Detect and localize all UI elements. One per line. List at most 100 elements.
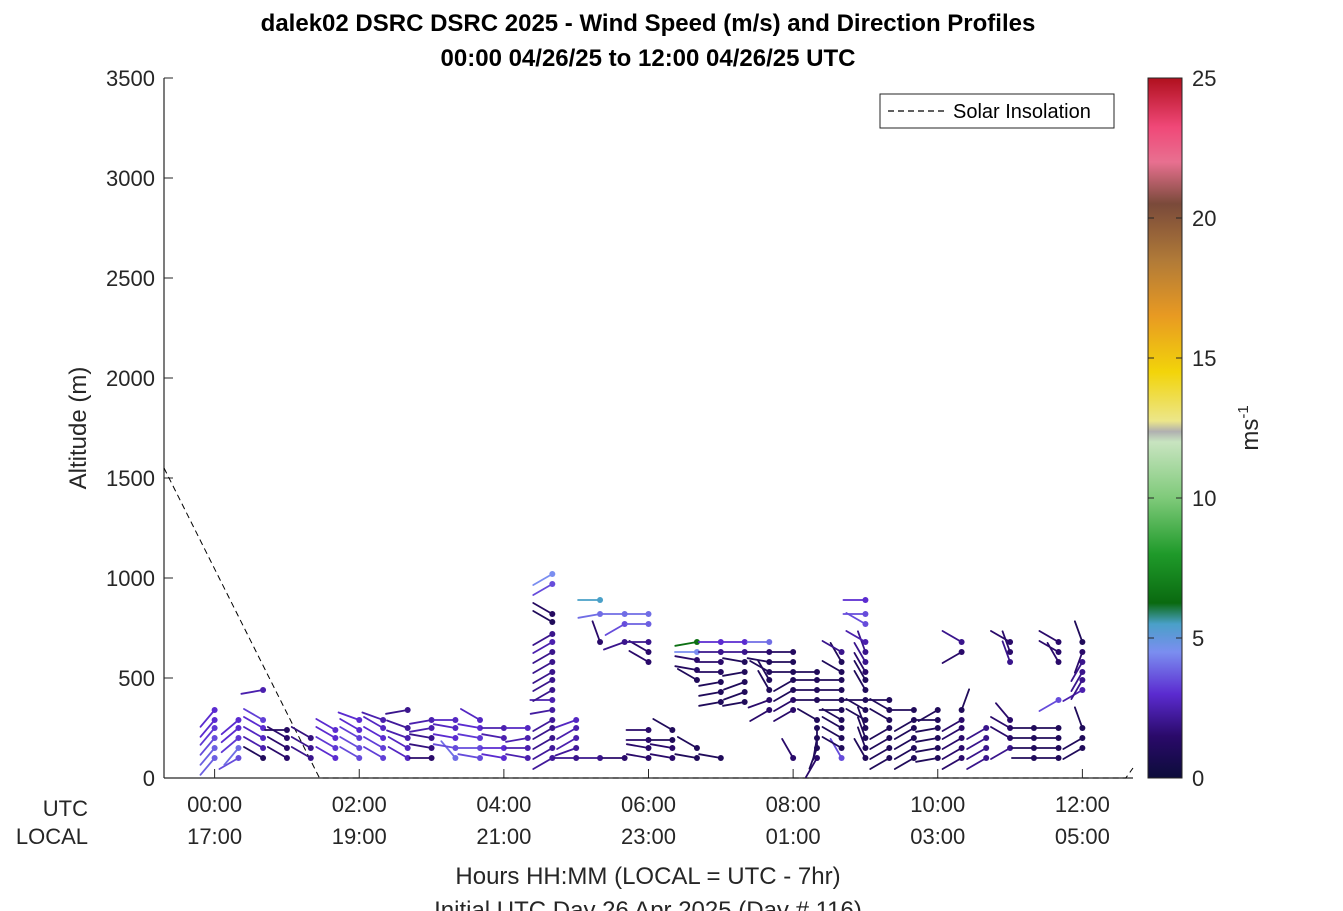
wind-barb-point — [549, 687, 556, 693]
y-tick-label: 3500 — [106, 66, 155, 91]
legend-entry: Solar Insolation — [953, 101, 1091, 123]
wind-barb-stick — [893, 757, 915, 770]
wind-barb-stick — [722, 701, 746, 707]
wind-barb-stick — [625, 743, 650, 749]
colorbar-gradient — [1147, 77, 1183, 779]
wind-barb-point — [813, 677, 820, 683]
wind-barb-point — [621, 621, 628, 627]
y-tick-label: 3000 — [106, 166, 155, 191]
wind-barb-stick — [604, 623, 626, 636]
colorbar-label: ms-1 — [1235, 405, 1264, 450]
wind-barb-stick — [698, 691, 722, 697]
x-tick-label-utc: 08:00 — [766, 792, 821, 817]
wind-barb-stick — [363, 746, 385, 759]
wind-barb-point — [669, 755, 676, 761]
x-tick-label-local: 17:00 — [187, 824, 242, 849]
wind-barb-point — [862, 659, 869, 665]
wind-barb-stick — [857, 716, 867, 739]
wind-barb-point — [235, 717, 242, 723]
wind-barb-stick — [386, 729, 409, 739]
wind-barb-stick — [220, 727, 240, 744]
wind-barb-point — [838, 725, 845, 731]
wind-barb-point — [621, 611, 628, 617]
wind-barb-point — [356, 755, 363, 761]
wind-barb-stick — [722, 657, 746, 663]
wind-barb-point — [500, 735, 507, 741]
wind-barb-point — [838, 669, 845, 675]
wind-barb-stick — [440, 740, 457, 759]
wind-barb-point — [693, 649, 700, 655]
wind-barb-point — [260, 717, 267, 723]
y-tick-label: 2000 — [106, 366, 155, 391]
x-tick-label-utc: 04:00 — [476, 792, 531, 817]
wind-barb-point — [693, 639, 700, 645]
wind-barb-point — [452, 717, 459, 723]
wind-barb-point — [1007, 725, 1014, 731]
wind-barb-point — [717, 649, 724, 655]
wind-barb-point — [838, 649, 845, 655]
wind-barb-point — [766, 669, 773, 675]
wind-barb-stick — [339, 718, 361, 731]
wind-barb-point — [717, 679, 724, 685]
wind-barb-stick — [869, 737, 891, 750]
wind-barb-point — [283, 727, 290, 733]
wind-barb-point — [766, 639, 773, 645]
wind-barb-point — [428, 735, 435, 741]
wind-barb-stick — [869, 747, 891, 760]
wind-barb-point — [211, 755, 218, 761]
colorbar-tick-label: 25 — [1192, 66, 1216, 91]
wind-barb-point — [307, 745, 314, 751]
wind-barb-stick — [315, 726, 337, 739]
wind-barb-point — [428, 725, 435, 731]
wind-barb-stick — [554, 747, 578, 757]
wind-barb-point — [573, 725, 580, 731]
wind-barb-point — [862, 611, 869, 617]
wind-barb-stick — [893, 727, 915, 740]
wind-barb-stick — [773, 699, 795, 712]
wind-barb-stick — [941, 651, 963, 664]
wind-barb-point — [1079, 669, 1086, 675]
wind-barb-stick — [240, 689, 264, 695]
wind-barb-stick — [532, 727, 554, 740]
wind-barb-stick — [1070, 661, 1084, 682]
wind-barb-stick — [676, 736, 698, 749]
wind-barb-stick — [220, 737, 240, 754]
wind-barb-point — [1055, 649, 1062, 655]
wind-barb-stick — [386, 719, 409, 729]
wind-barb-point — [452, 755, 459, 761]
wind-barb-point — [260, 735, 267, 741]
wind-barb-stick — [532, 747, 554, 760]
wind-barb-point — [645, 737, 652, 743]
wind-barb-point — [645, 755, 652, 761]
wind-barb-stick — [990, 726, 1011, 739]
wind-barb-point — [958, 735, 965, 741]
wind-barb-point — [862, 707, 869, 713]
wind-barb-point — [910, 707, 917, 713]
wind-barb-point — [838, 745, 845, 751]
wind-barb-point — [597, 611, 604, 617]
wind-barb-point — [283, 745, 290, 751]
wind-barb-stick — [243, 746, 264, 759]
wind-barb-stick — [532, 633, 554, 646]
wind-barb-point — [717, 755, 724, 761]
colorbar-tick-label: 10 — [1192, 486, 1216, 511]
wind-barb-point — [380, 755, 387, 761]
wind-barb-point — [741, 639, 748, 645]
wind-barb-stick — [1073, 620, 1084, 643]
wind-barb-point — [1055, 697, 1062, 703]
wind-barb-point — [1055, 725, 1062, 731]
x-axis-label: Hours HH:MM (LOCAL = UTC - 7hr) — [455, 863, 840, 890]
wind-barb-point — [934, 735, 941, 741]
wind-barb-stick — [223, 747, 240, 766]
wind-barb-point — [958, 755, 965, 761]
y-tick-label: 0 — [143, 766, 155, 791]
wind-barb-point — [573, 745, 580, 751]
y-tick-label: 1500 — [106, 466, 155, 491]
wind-barb-point — [428, 717, 435, 723]
wind-barb-point — [910, 717, 917, 723]
x-tick-label-utc: 06:00 — [621, 792, 676, 817]
wind-barb-point — [910, 725, 917, 731]
x-tick-label-utc: 00:00 — [187, 792, 242, 817]
wind-barb-stick — [749, 660, 771, 673]
wind-barb-stick — [199, 757, 216, 776]
